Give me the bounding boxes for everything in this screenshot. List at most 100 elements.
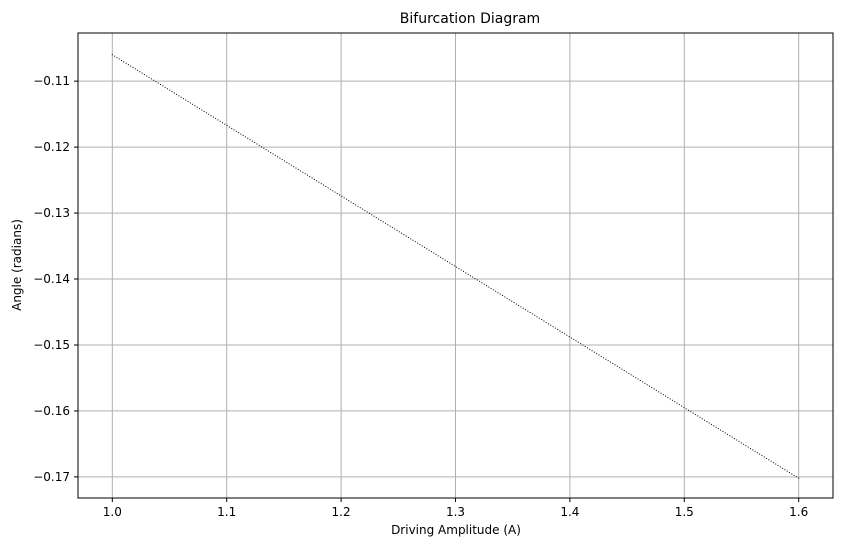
data-point xyxy=(692,412,694,414)
x-tick-label: 1.1 xyxy=(217,505,236,519)
data-point xyxy=(272,153,274,155)
data-point xyxy=(717,428,719,430)
data-point xyxy=(417,242,419,244)
data-point xyxy=(738,440,740,442)
data-point xyxy=(713,425,715,427)
data-point xyxy=(451,263,453,265)
data-point xyxy=(685,408,687,410)
x-tick-label: 1.2 xyxy=(332,505,351,519)
data-point xyxy=(444,259,446,261)
data-point xyxy=(210,115,212,117)
data-point xyxy=(148,76,150,78)
data-point xyxy=(132,67,134,69)
data-point xyxy=(704,419,706,421)
data-point xyxy=(745,445,747,447)
data-point xyxy=(155,81,157,83)
data-point xyxy=(116,57,118,59)
data-point xyxy=(508,299,510,301)
data-point xyxy=(433,252,435,254)
data-point xyxy=(293,166,295,168)
data-point xyxy=(309,176,311,178)
x-tick-label: 1.0 xyxy=(103,505,122,519)
data-point xyxy=(515,303,517,305)
data-point xyxy=(302,171,304,173)
data-point xyxy=(290,164,292,166)
data-point xyxy=(722,430,724,432)
data-point xyxy=(222,122,224,124)
data-point xyxy=(603,357,605,359)
data-point xyxy=(180,96,182,98)
data-point xyxy=(297,168,299,170)
data-point xyxy=(261,146,263,148)
data-point xyxy=(185,99,187,101)
data-point xyxy=(316,180,318,182)
data-point xyxy=(570,337,572,339)
data-point xyxy=(492,289,494,291)
data-point xyxy=(630,374,632,376)
data-point xyxy=(387,224,389,226)
data-point xyxy=(327,187,329,189)
data-point xyxy=(754,450,756,452)
data-point xyxy=(242,134,244,136)
data-point xyxy=(251,140,253,142)
data-point xyxy=(219,120,221,122)
data-point xyxy=(472,276,474,278)
data-point xyxy=(240,133,242,135)
data-point xyxy=(442,258,444,260)
data-point xyxy=(143,74,145,76)
data-point xyxy=(527,310,529,312)
data-point xyxy=(430,251,432,253)
data-point xyxy=(483,283,485,285)
data-point xyxy=(467,273,469,275)
data-point xyxy=(205,112,207,114)
data-point xyxy=(511,300,513,302)
data-point xyxy=(111,54,113,56)
data-point xyxy=(343,197,345,199)
data-point xyxy=(763,456,765,458)
data-point xyxy=(325,185,327,187)
data-point xyxy=(607,360,609,362)
data-point xyxy=(270,151,272,153)
data-point xyxy=(731,436,733,438)
data-point xyxy=(258,144,260,146)
data-point xyxy=(740,442,742,444)
data-point xyxy=(288,163,290,165)
data-point xyxy=(463,270,465,272)
data-point xyxy=(139,71,141,73)
data-point xyxy=(173,92,175,94)
data-point xyxy=(584,346,586,348)
data-point xyxy=(660,392,662,394)
data-point xyxy=(665,395,667,397)
y-tick-label: −0.13 xyxy=(33,206,70,220)
data-point xyxy=(582,344,584,346)
data-point xyxy=(456,266,458,268)
data-point xyxy=(359,207,361,209)
data-point xyxy=(169,89,171,91)
data-point xyxy=(460,269,462,271)
data-point xyxy=(458,268,460,270)
data-point xyxy=(619,367,621,369)
data-point xyxy=(196,106,198,108)
data-point xyxy=(329,188,331,190)
data-point xyxy=(616,365,618,367)
data-point xyxy=(479,280,481,282)
data-point xyxy=(339,194,341,196)
data-point xyxy=(708,422,710,424)
data-point xyxy=(775,463,777,465)
data-point xyxy=(559,330,561,332)
data-point xyxy=(114,55,116,57)
data-point xyxy=(141,72,143,74)
data-point xyxy=(538,317,540,319)
data-point xyxy=(614,364,616,366)
data-point xyxy=(419,244,421,246)
x-tick-label: 1.3 xyxy=(446,505,465,519)
data-point xyxy=(566,334,568,336)
data-point xyxy=(192,103,194,105)
data-point xyxy=(412,239,414,241)
data-point xyxy=(495,290,497,292)
data-point xyxy=(648,385,650,387)
data-point xyxy=(208,113,210,115)
data-point xyxy=(189,102,191,104)
data-point xyxy=(446,261,448,263)
data-point xyxy=(373,215,375,217)
